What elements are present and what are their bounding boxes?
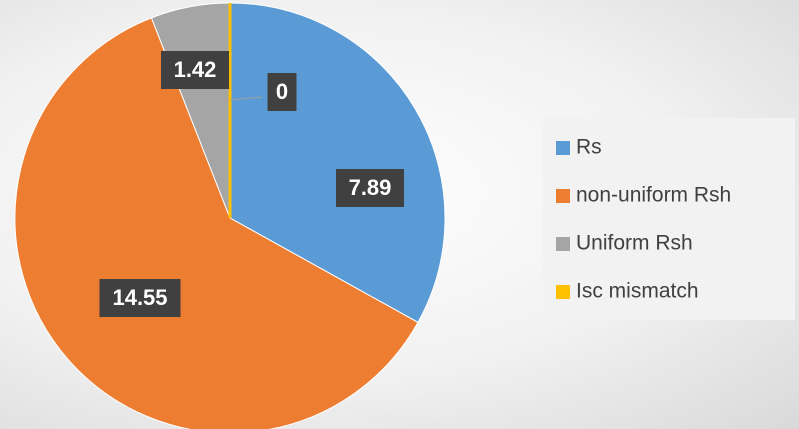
legend-swatch [556, 141, 570, 155]
legend-box [543, 118, 795, 320]
legend-label: Uniform Rsh [576, 232, 693, 255]
data-label-box [267, 73, 297, 111]
legend-swatch [556, 285, 570, 299]
data-label: 1.42 [174, 57, 217, 82]
data-label-box [161, 51, 229, 89]
legend-swatch [556, 189, 570, 203]
legend-label: Rs [576, 136, 602, 159]
data-label: 7.89 [349, 175, 392, 200]
legend-swatch [556, 237, 570, 251]
pie-slice [14, 17, 419, 429]
data-label: 14.55 [112, 285, 167, 310]
data-label-box [99, 279, 181, 317]
legend-label: Isc mismatch [576, 280, 699, 303]
leader-line [229, 96, 263, 101]
data-label-box [336, 169, 404, 207]
legend-label: non-uniform Rsh [576, 184, 731, 207]
data-label: 0 [276, 79, 288, 104]
